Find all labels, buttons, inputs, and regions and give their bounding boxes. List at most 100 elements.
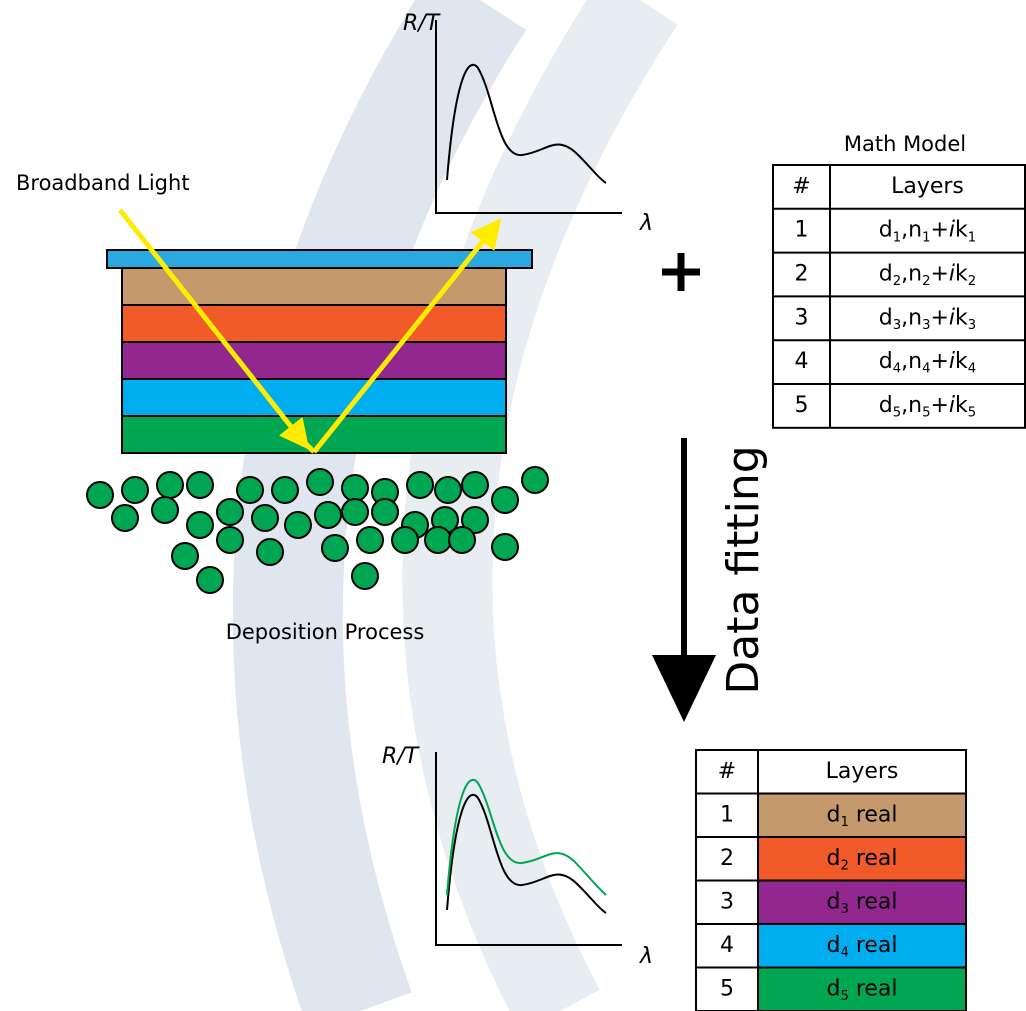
- subscript: 3: [968, 318, 976, 333]
- subscript: 1: [968, 230, 976, 245]
- particle: [492, 534, 518, 560]
- header-cell: Layers: [826, 759, 899, 784]
- text-part: k: [955, 393, 968, 418]
- text-part: d: [826, 933, 840, 958]
- math-model-table: #Layers1d1,n1+ik12d2,n2+ik23d3,n3+ik34d4…: [773, 165, 1025, 428]
- y-label: R/T: [403, 11, 441, 36]
- particle: [237, 477, 263, 503]
- particle: [217, 499, 243, 525]
- index-cell: 5: [720, 976, 734, 1001]
- text-part: real: [849, 933, 898, 958]
- particle: [322, 535, 348, 561]
- particle: [425, 527, 451, 553]
- index-cell: 3: [795, 305, 809, 330]
- subscript: 5: [840, 989, 848, 1004]
- particle: [187, 472, 213, 498]
- layer-cell-text: d2 real: [826, 846, 897, 874]
- particle: [435, 477, 461, 503]
- subscript: 5: [968, 406, 976, 421]
- layer-cell-text: d5 real: [826, 976, 897, 1004]
- index-cell: 4: [720, 933, 734, 958]
- text-part: real: [849, 976, 898, 1001]
- text-part: ,n: [901, 262, 922, 287]
- particle: [257, 539, 283, 565]
- diagram: R/T λ R/T λ Broadband Light Deposition P…: [0, 0, 1026, 1011]
- subscript: 4: [922, 362, 930, 377]
- text-part: d: [826, 889, 840, 914]
- layer: [122, 342, 506, 379]
- index-cell: 3: [720, 889, 734, 914]
- fitting-label: Data fitting: [718, 445, 769, 694]
- text-part: real: [849, 889, 898, 914]
- text-part: +: [930, 393, 948, 418]
- particle: [462, 472, 488, 498]
- layer-cell-text: d2,n2+ik2: [879, 262, 976, 290]
- particle: [522, 467, 548, 493]
- particle: [357, 527, 383, 553]
- particle: [352, 563, 378, 589]
- index-cell: 1: [795, 218, 809, 243]
- subscript: 1: [922, 230, 930, 245]
- text-part: ,n: [901, 393, 922, 418]
- text-part: real: [849, 802, 898, 827]
- subscript: 1: [893, 230, 901, 245]
- text-part: k: [955, 218, 968, 243]
- layer-cell-text: d5,n5+ik5: [879, 393, 976, 421]
- layer-cell-text: d1,n1+ik1: [879, 218, 976, 246]
- index-cell: 2: [720, 846, 734, 871]
- layer: [122, 416, 506, 453]
- layer-cell-text: d4,n4+ik4: [879, 349, 976, 377]
- particle: [342, 499, 368, 525]
- particle: [87, 482, 113, 508]
- text-part: d: [879, 305, 893, 330]
- particle: [285, 512, 311, 538]
- x-label: λ: [639, 944, 653, 969]
- subscript: 4: [968, 362, 976, 377]
- light-label: Broadband Light: [16, 171, 190, 195]
- text-part: k: [955, 349, 968, 374]
- particle: [407, 472, 433, 498]
- index-cell: 5: [795, 393, 809, 418]
- layer: [122, 379, 506, 416]
- particle: [157, 472, 183, 498]
- particle: [342, 475, 368, 501]
- layer-cell-text: d3,n3+ik3: [879, 305, 976, 333]
- particle: [197, 567, 223, 593]
- particle: [252, 505, 278, 531]
- page: {"labels": {"light": "Broadband Light", …: [0, 0, 1026, 1011]
- subscript: 4: [840, 945, 848, 960]
- background-arc: [447, 0, 640, 1011]
- particle: [315, 502, 341, 528]
- particle: [187, 512, 213, 538]
- table-title: Math Model: [844, 132, 966, 156]
- subscript: 4: [893, 362, 901, 377]
- subscript: 2: [968, 274, 976, 289]
- header-cell: #: [792, 174, 810, 199]
- layer-cell-text: d3 real: [826, 889, 897, 917]
- text-part: d: [879, 262, 893, 287]
- particle: [307, 469, 333, 495]
- particle: [217, 527, 243, 553]
- fit-arrow-head: [652, 655, 716, 722]
- text-part: k: [955, 262, 968, 287]
- subscript: 3: [893, 318, 901, 333]
- text-part: d: [879, 349, 893, 374]
- particle: [372, 499, 398, 525]
- layer-cell-text: d4 real: [826, 933, 897, 961]
- layer: [122, 305, 506, 342]
- header-cell: Layers: [891, 174, 964, 199]
- header-cell: #: [718, 759, 736, 784]
- subscript: 2: [893, 274, 901, 289]
- text-part: d: [826, 976, 840, 1001]
- subscript: 5: [893, 406, 901, 421]
- particle: [392, 527, 418, 553]
- plus-sign: [662, 253, 700, 291]
- index-cell: 1: [720, 802, 734, 827]
- subscript: 2: [922, 274, 930, 289]
- text-part: +: [930, 305, 948, 330]
- subscript: 3: [922, 318, 930, 333]
- index-cell: 4: [795, 349, 809, 374]
- text-part: ,n: [901, 305, 922, 330]
- x-label: λ: [639, 211, 653, 236]
